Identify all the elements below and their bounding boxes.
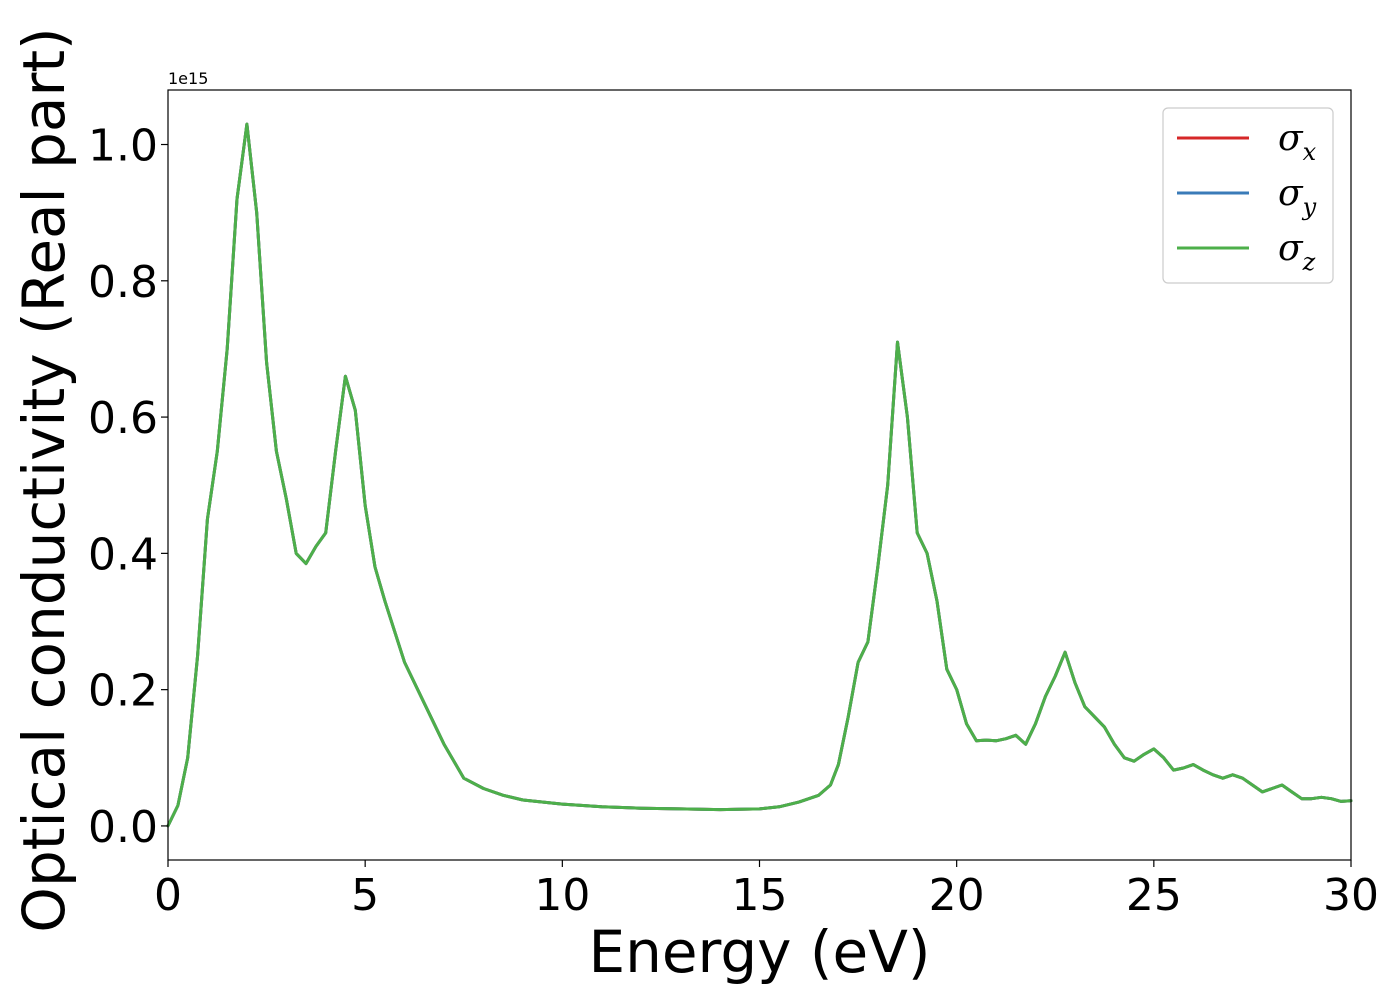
x-tick-label: 10 <box>534 870 590 921</box>
x-tick-label: 25 <box>1126 870 1182 921</box>
x-tick-label: 30 <box>1323 870 1379 921</box>
legend-box <box>1162 107 1334 284</box>
legend-label-x: σx <box>1278 118 1317 166</box>
y-tick-label: 0.8 <box>88 257 158 308</box>
y-tick-label: 0.6 <box>88 393 158 444</box>
x-axis-ticks: 0 5 10 15 20 25 30 <box>154 860 1379 921</box>
legend-label-z: σz <box>1278 228 1316 276</box>
y-axis-ticks: 0.0 0.2 0.4 0.6 0.8 1.0 <box>88 121 168 853</box>
series-line-3 <box>166 122 1353 828</box>
y-tick-label: 0.2 <box>88 666 158 717</box>
x-axis-title: Energy (eV) <box>588 918 930 986</box>
legend-label-y: σy <box>1278 173 1317 221</box>
y-axis-title: Optical conductivity (Real part) <box>10 27 78 932</box>
x-tick-label: 15 <box>732 870 788 921</box>
y-tick-label: 1.0 <box>88 121 158 172</box>
x-tick-label: 5 <box>351 870 379 921</box>
x-tick-label: 0 <box>154 870 182 921</box>
y-offset-label: 1e15 <box>168 69 208 88</box>
legend: σx σy σz <box>1162 107 1334 284</box>
x-tick-label: 20 <box>929 870 985 921</box>
y-tick-label: 0.0 <box>88 802 158 853</box>
series-layer <box>166 122 1353 828</box>
y-tick-label: 0.4 <box>88 529 158 580</box>
